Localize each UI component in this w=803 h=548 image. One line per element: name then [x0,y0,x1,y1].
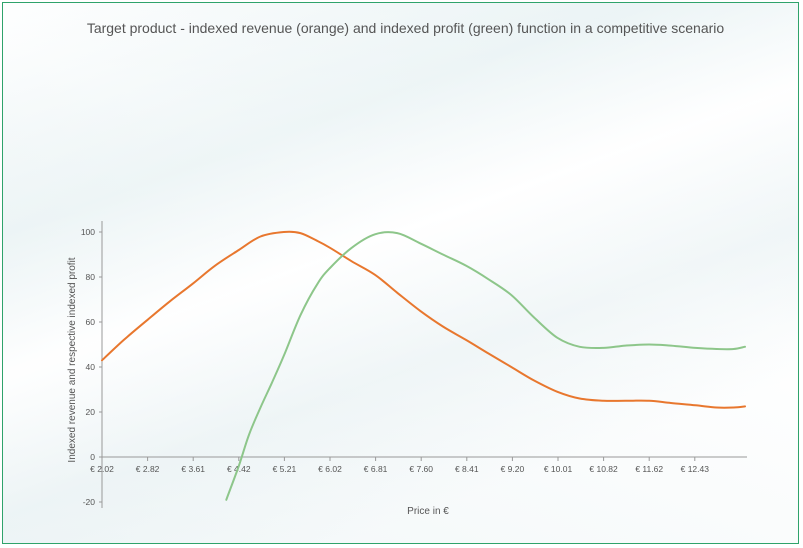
x-tick-label: € 4.42 [227,464,251,474]
x-tick-label: € 2.82 [136,464,160,474]
x-tick-label: € 6.02 [318,464,342,474]
y-tick-label: 80 [86,272,96,282]
y-tick-label: 100 [81,227,95,237]
y-tick-label: 0 [90,452,95,462]
x-tick-label: € 10.01 [544,464,573,474]
x-axis-title: Price in € [407,506,449,517]
x-tick-label: € 3.61 [181,464,205,474]
chart-title: Target product - indexed revenue (orange… [86,20,725,36]
x-tick-label: € 11.62 [635,464,663,474]
x-tick-label: € 5.21 [273,464,297,474]
y-tick-label: 20 [86,407,96,417]
y-tick-label: 40 [86,362,96,372]
x-tick-label: € 10.82 [589,464,618,474]
y-tick-label: -20 [83,497,96,507]
x-tick-label: € 9.20 [501,464,525,474]
x-tick-label: € 8.41 [455,464,479,474]
x-tick-label: € 12.43 [681,464,710,474]
y-tick-label: 60 [86,317,96,327]
x-tick-label: € 2.02 [90,464,114,474]
profit-line [225,231,746,501]
x-tick-label: € 7.60 [409,464,433,474]
revenue-line [101,230,746,409]
series-lines [101,230,746,501]
line-chart: -20 0 20 40 60 80 100 € 2.02 € 2.82 € 3.61 € 4.42 €… [67,221,747,517]
y-axis-title: Indexed revenue and respective indexed p… [67,257,78,462]
x-tick-label: € 6.81 [364,464,388,474]
axes: -20 0 20 40 60 80 100 € 2.02 € 2.82 € 3.61 € 4.42 €… [81,221,747,508]
